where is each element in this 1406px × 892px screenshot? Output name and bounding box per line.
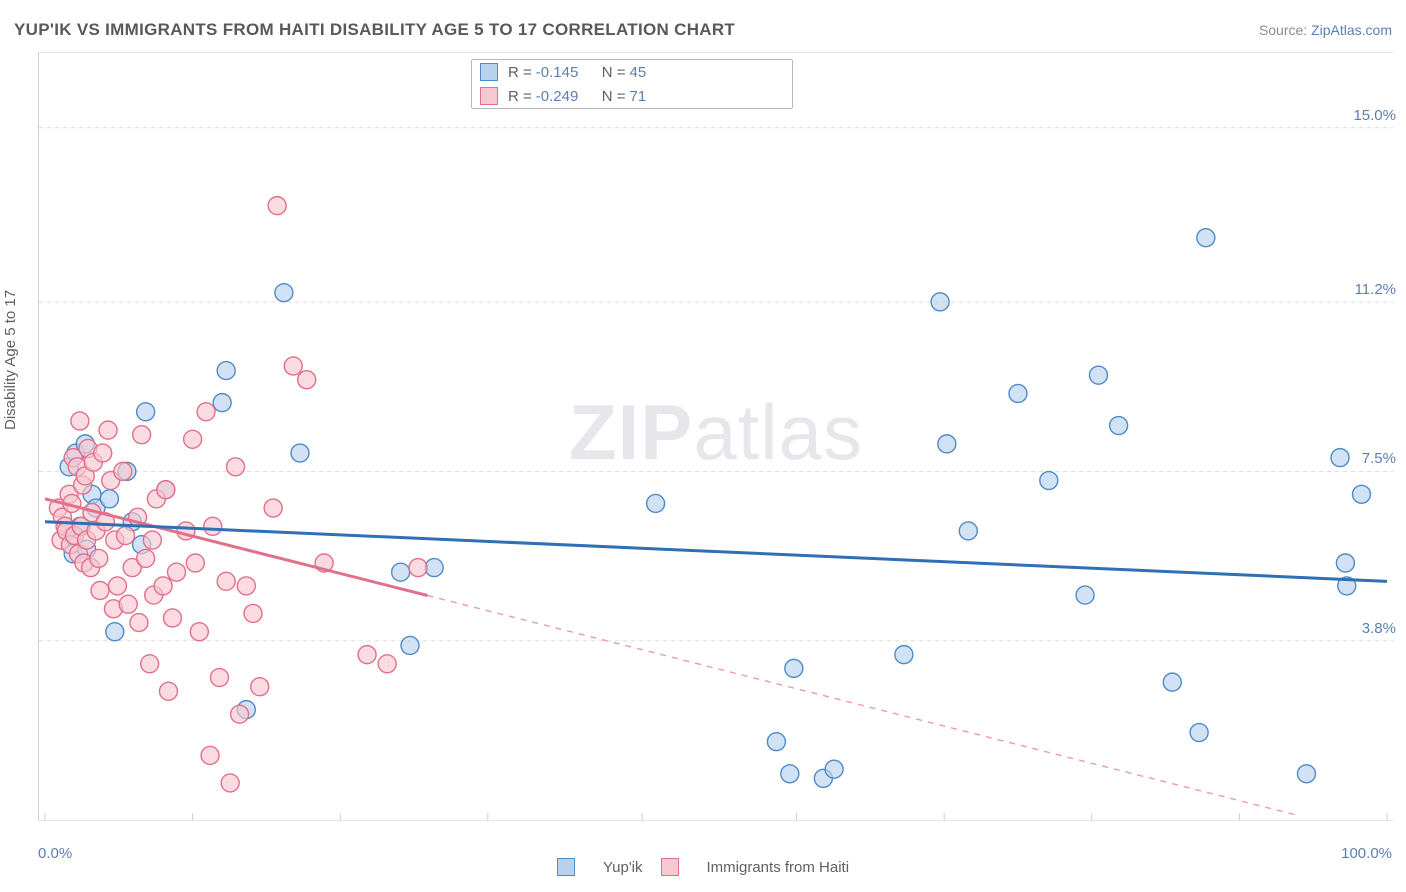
stat-row-yupik: R =-0.145 N =45	[472, 60, 792, 84]
y-tick-label: 3.8%	[1362, 620, 1396, 637]
swatch-pink-icon	[480, 87, 498, 105]
swatch-blue-icon	[480, 63, 498, 81]
stat-n-value: 45	[630, 64, 680, 81]
stat-label-r: R =	[508, 64, 532, 81]
y-tick-label: 11.2%	[1355, 281, 1396, 298]
swatch-blue-icon	[557, 858, 575, 876]
stat-r-value: -0.145	[536, 64, 586, 81]
legend-bottom: Yup'ik Immigrants from Haiti	[0, 842, 1406, 892]
y-tick-label: 15.0%	[1353, 107, 1396, 124]
scatter-svg	[39, 53, 1393, 821]
stat-label-n: N =	[602, 64, 626, 81]
x-tick-max: 100.0%	[1341, 845, 1392, 862]
chart-container: YUP'IK VS IMMIGRANTS FROM HAITI DISABILI…	[0, 0, 1406, 892]
source-link[interactable]: ZipAtlas.com	[1311, 22, 1392, 38]
legend-label-haiti: Immigrants from Haiti	[707, 859, 850, 876]
legend-label-yupik: Yup'ik	[603, 859, 643, 876]
stat-r-value: -0.249	[536, 88, 586, 105]
stat-row-haiti: R =-0.249 N =71	[472, 84, 792, 108]
correlation-stats-box: R =-0.145 N =45 R =-0.249 N =71	[471, 59, 793, 109]
y-axis-label: Disability Age 5 to 17	[2, 290, 19, 430]
swatch-pink-icon	[661, 858, 679, 876]
chart-title: YUP'IK VS IMMIGRANTS FROM HAITI DISABILI…	[14, 20, 735, 40]
plot-area: ZIPatlas R =-0.145 N =45 R =-0.249 N =71	[38, 52, 1393, 821]
stat-label-n: N =	[602, 88, 626, 105]
stat-label-r: R =	[508, 88, 532, 105]
stat-n-value: 71	[630, 88, 680, 105]
y-tick-label: 7.5%	[1362, 450, 1396, 467]
source-attribution: Source: ZipAtlas.com	[1259, 22, 1392, 38]
source-prefix: Source:	[1259, 22, 1311, 38]
x-tick-min: 0.0%	[38, 845, 72, 862]
